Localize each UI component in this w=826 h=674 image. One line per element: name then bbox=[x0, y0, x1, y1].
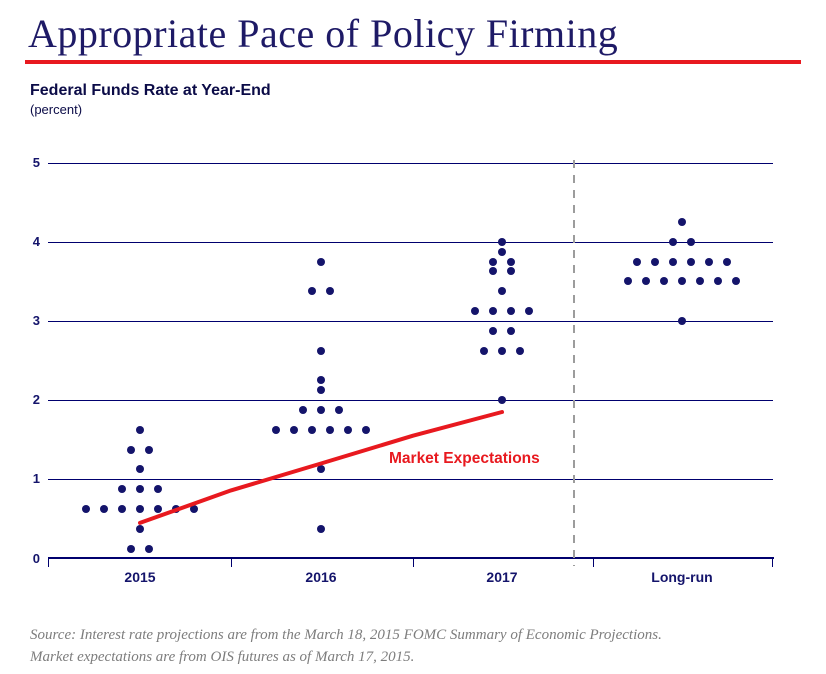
projection-dot bbox=[498, 396, 506, 404]
projection-dot bbox=[489, 307, 497, 315]
projection-dot bbox=[145, 545, 153, 553]
projection-dot bbox=[498, 347, 506, 355]
source-note: Source: Interest rate projections are fr… bbox=[30, 624, 662, 668]
x-axis-tick bbox=[48, 559, 49, 567]
projection-dot bbox=[714, 277, 722, 285]
projection-dot bbox=[317, 258, 325, 266]
x-axis-category-label: Long-run bbox=[651, 569, 713, 585]
projection-dot bbox=[154, 505, 162, 513]
gridline bbox=[48, 162, 773, 164]
projection-dot bbox=[669, 238, 677, 246]
projection-dot bbox=[136, 465, 144, 473]
projection-dot bbox=[317, 406, 325, 414]
projection-dot bbox=[516, 347, 524, 355]
projection-dot bbox=[308, 287, 316, 295]
projection-dot bbox=[480, 347, 488, 355]
projection-dot bbox=[118, 485, 126, 493]
projection-dot bbox=[172, 505, 180, 513]
projection-dot bbox=[136, 505, 144, 513]
projection-dot bbox=[326, 287, 334, 295]
x-axis-tick bbox=[413, 559, 414, 567]
projection-dot bbox=[498, 238, 506, 246]
projection-dot bbox=[127, 545, 135, 553]
x-axis-category-label: 2017 bbox=[486, 569, 518, 585]
x-axis-line bbox=[48, 557, 774, 559]
projection-dot bbox=[489, 267, 497, 275]
projection-dot bbox=[498, 287, 506, 295]
y-axis-tick-label: 5 bbox=[32, 155, 40, 170]
projection-dot bbox=[82, 505, 90, 513]
projection-dot bbox=[317, 347, 325, 355]
x-axis-tick bbox=[231, 559, 232, 567]
x-axis-category-label: 2015 bbox=[124, 569, 156, 585]
projection-dot bbox=[272, 426, 280, 434]
chart-unit-label: (percent) bbox=[30, 102, 83, 117]
projection-dot bbox=[326, 426, 334, 434]
y-axis-tick-label: 3 bbox=[32, 313, 40, 328]
x-axis-tick bbox=[772, 559, 773, 567]
projection-dot bbox=[687, 258, 695, 266]
y-axis-tick-label: 2 bbox=[32, 392, 40, 407]
projection-dot bbox=[687, 238, 695, 246]
chart-title: Federal Funds Rate at Year-End bbox=[30, 82, 271, 99]
x-axis-tick bbox=[593, 559, 594, 567]
y-axis-tick-label: 0 bbox=[32, 551, 40, 566]
projection-dot bbox=[290, 426, 298, 434]
projection-dot bbox=[335, 406, 343, 414]
projection-dot bbox=[678, 317, 686, 325]
projection-dot bbox=[308, 426, 316, 434]
projection-dot bbox=[127, 446, 135, 454]
projection-dot bbox=[100, 505, 108, 513]
x-axis-category-label: 2016 bbox=[305, 569, 337, 585]
projection-dot bbox=[136, 426, 144, 434]
source-note-line2: Market expectations are from OIS futures… bbox=[30, 649, 415, 665]
projection-dot bbox=[651, 258, 659, 266]
projection-dot bbox=[344, 426, 352, 434]
y-axis-tick-label: 1 bbox=[32, 471, 40, 486]
projection-dot bbox=[317, 525, 325, 533]
projection-dot bbox=[624, 277, 632, 285]
projection-dot bbox=[317, 386, 325, 394]
projection-dot bbox=[669, 258, 677, 266]
projection-dot bbox=[498, 248, 506, 256]
projection-dot bbox=[154, 485, 162, 493]
projection-dot bbox=[489, 327, 497, 335]
projection-dot bbox=[660, 277, 668, 285]
projection-dot bbox=[642, 277, 650, 285]
market-expectations-label: Market Expectations bbox=[389, 450, 540, 467]
projection-dot bbox=[299, 406, 307, 414]
projection-dot bbox=[507, 267, 515, 275]
projection-dot bbox=[525, 307, 533, 315]
projection-dot bbox=[678, 277, 686, 285]
gridline bbox=[48, 320, 773, 322]
gridline bbox=[48, 241, 773, 243]
gridline bbox=[48, 399, 773, 401]
projection-dot bbox=[190, 505, 198, 513]
title-underline-rule bbox=[25, 60, 801, 64]
projection-dot bbox=[317, 376, 325, 384]
projection-dot bbox=[678, 218, 686, 226]
projection-dot bbox=[732, 277, 740, 285]
projection-dot bbox=[507, 307, 515, 315]
projection-dot bbox=[633, 258, 641, 266]
projection-dot bbox=[507, 327, 515, 335]
y-axis-tick-label: 4 bbox=[32, 234, 40, 249]
projection-dot bbox=[489, 258, 497, 266]
projection-dot bbox=[507, 258, 515, 266]
source-note-line1: Source: Interest rate projections are fr… bbox=[30, 627, 662, 643]
projection-dot bbox=[145, 446, 153, 454]
gridline bbox=[48, 478, 773, 480]
projection-dot bbox=[118, 505, 126, 513]
page-title: Appropriate Pace of Policy Firming bbox=[28, 11, 619, 56]
projection-dot bbox=[136, 485, 144, 493]
projection-dot bbox=[705, 258, 713, 266]
projection-dot bbox=[136, 525, 144, 533]
projection-dot bbox=[723, 258, 731, 266]
projection-dot bbox=[696, 277, 704, 285]
projection-dot bbox=[362, 426, 370, 434]
projection-dot bbox=[471, 307, 479, 315]
projection-dot bbox=[317, 465, 325, 473]
